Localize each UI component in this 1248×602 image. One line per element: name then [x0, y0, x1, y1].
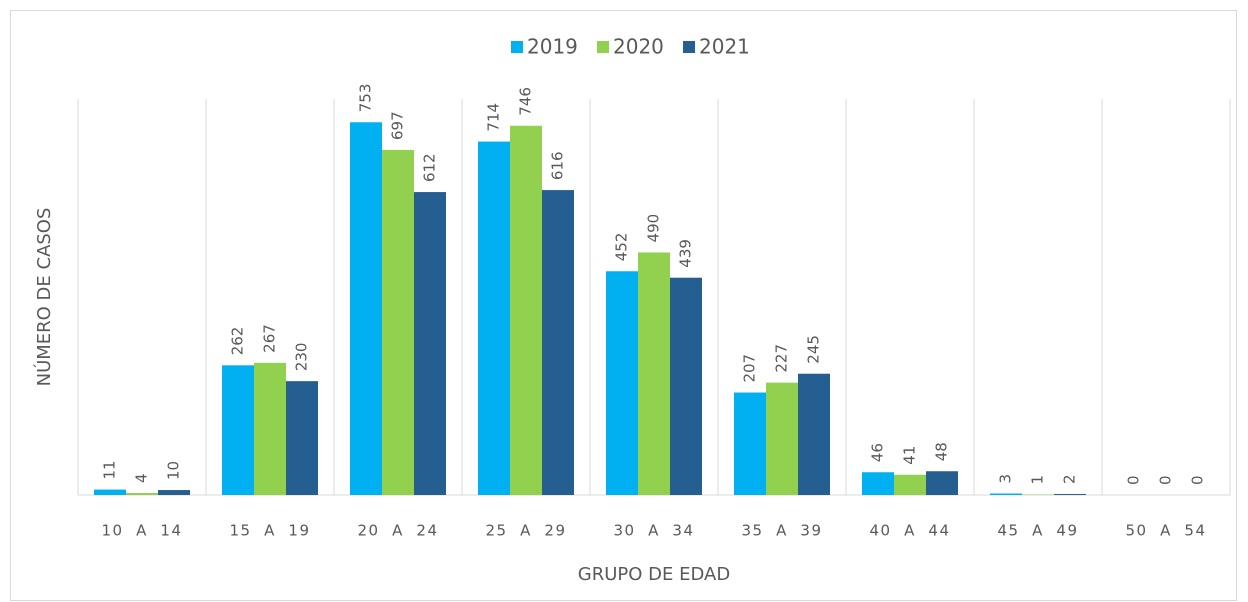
data-label: 41: [901, 446, 919, 465]
x-axis-title: GRUPO DE EDAD: [578, 564, 730, 585]
data-label: 2: [1061, 474, 1079, 484]
bar: [990, 493, 1022, 495]
bar: [670, 277, 702, 495]
data-label: 267: [261, 324, 279, 353]
bar: [94, 489, 126, 495]
bar: [1054, 494, 1086, 495]
data-label: 490: [645, 214, 663, 243]
data-label: 10: [165, 461, 183, 480]
x-tick-label: 10 A 14: [101, 522, 182, 540]
data-label: 746: [517, 87, 535, 116]
x-tick-label: 30 A 34: [613, 522, 694, 540]
bar: [638, 252, 670, 495]
legend-swatch: [683, 41, 695, 53]
bar: [350, 122, 382, 495]
data-label: 697: [389, 111, 407, 140]
legend-label: 2020: [613, 35, 664, 59]
bar: [894, 474, 926, 495]
bar: [254, 362, 286, 495]
data-label: 612: [421, 153, 439, 182]
data-label: 230: [293, 343, 311, 372]
legend-label: 2019: [527, 35, 578, 59]
data-label: 245: [805, 335, 823, 364]
bar: [478, 141, 510, 495]
data-label: 46: [869, 443, 887, 462]
x-tick-label: 50 A 54: [1125, 522, 1206, 540]
data-label: 616: [549, 151, 567, 180]
data-label: 0: [1157, 475, 1175, 485]
x-tick-label: 20 A 24: [357, 522, 438, 540]
bar: [542, 190, 574, 495]
data-label: 48: [933, 442, 951, 461]
data-label: 207: [741, 354, 759, 383]
x-tick-label: 35 A 39: [741, 522, 822, 540]
bar: [606, 271, 638, 495]
bar: [158, 490, 190, 495]
data-label: 0: [1125, 475, 1143, 485]
bar: [734, 392, 766, 495]
bar: [382, 149, 414, 496]
x-tick-label: 15 A 19: [229, 522, 310, 540]
bar: [926, 471, 958, 495]
x-tick-label: 45 A 49: [997, 522, 1078, 540]
x-tick-label: 40 A 44: [869, 522, 950, 540]
data-label: 439: [677, 239, 695, 268]
data-label: 1: [1029, 475, 1047, 485]
bar: [766, 382, 798, 495]
bar: [286, 381, 318, 495]
legend-swatch: [511, 41, 523, 53]
data-label: 227: [773, 344, 791, 373]
data-label: 452: [613, 233, 631, 262]
data-label: 11: [101, 460, 119, 479]
bar: [862, 472, 894, 495]
bar: [510, 125, 542, 495]
bar: [222, 365, 254, 495]
y-axis-title: NÚMERO DE CASOS: [33, 208, 55, 387]
bar: [414, 192, 446, 495]
data-label: 714: [485, 103, 503, 132]
x-tick-label: 25 A 29: [485, 522, 566, 540]
legend-swatch: [597, 41, 609, 53]
data-label: 4: [133, 473, 151, 483]
legend-label: 2021: [699, 35, 750, 59]
data-label: 753: [357, 84, 375, 113]
bar: [798, 373, 830, 495]
bar: [126, 493, 158, 495]
data-label: 3: [997, 474, 1015, 484]
data-label: 0: [1189, 475, 1207, 485]
data-label: 262: [229, 327, 247, 356]
